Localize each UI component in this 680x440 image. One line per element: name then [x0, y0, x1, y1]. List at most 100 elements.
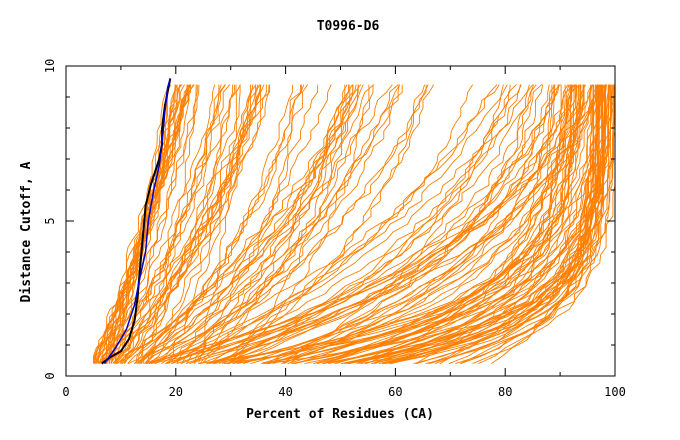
model-curve-59 [145, 84, 400, 364]
model-curve-67 [117, 84, 393, 364]
model-curve-181 [322, 84, 604, 365]
model-curve-183 [491, 84, 596, 364]
x-axis-label: Percent of Residues (CA) [246, 407, 434, 422]
model-curve-83 [199, 84, 359, 364]
highlight-curves [101, 78, 172, 365]
model-curve-16 [105, 84, 182, 364]
model-curve-148 [206, 84, 593, 365]
model-curve-60 [140, 84, 301, 364]
model-curve-174 [434, 84, 603, 365]
y-tick-label-1: 5 [43, 217, 57, 224]
model-curve-19 [108, 84, 188, 364]
x-tick-label-2: 40 [278, 385, 292, 399]
model-curve-104 [233, 84, 593, 365]
y-tick-label-2: 10 [43, 59, 57, 73]
model-curve-79 [127, 84, 498, 365]
model-curve-85 [230, 84, 370, 364]
model-curve-143 [322, 84, 574, 365]
model-curve-95 [213, 84, 559, 365]
model-curve-64 [114, 84, 270, 364]
model-curve-44 [115, 84, 267, 364]
model-curve-182 [348, 84, 603, 365]
model-curve-62 [198, 84, 241, 364]
model-curve-145 [294, 84, 572, 365]
model-curve-50 [121, 84, 362, 364]
model-curve-47 [201, 84, 349, 364]
model-curve-42 [138, 84, 237, 364]
y-axis-label: Distance Cutoff, A [19, 161, 34, 302]
model-curve-121 [293, 84, 562, 365]
model-curve-126 [224, 84, 577, 365]
model-curve-9 [96, 84, 181, 364]
model-curve-69 [227, 84, 357, 364]
model-curve-135 [260, 84, 573, 365]
x-tick-label-1: 20 [169, 385, 183, 399]
model-curve-43 [120, 84, 194, 364]
model-curve-112 [228, 84, 511, 364]
model-curve-87 [154, 84, 403, 364]
model-curve-38 [101, 84, 216, 364]
model-curve-107 [209, 84, 544, 365]
model-curve-91 [221, 84, 569, 365]
model-curve-71 [150, 84, 354, 365]
model-curve-81 [170, 84, 427, 365]
model-curve-54 [194, 84, 351, 364]
model-curve-10 [94, 84, 170, 364]
model-curve-32 [135, 84, 235, 364]
model-curve-152 [358, 84, 581, 365]
model-curve-180 [478, 84, 610, 365]
model-curve-23 [103, 84, 198, 364]
model-curve-133 [265, 84, 570, 365]
model-curve-171 [455, 84, 606, 365]
model-curve-131 [313, 84, 582, 365]
x-tick-label-0: 0 [62, 385, 69, 399]
model-curve-177 [343, 84, 599, 365]
model-curve-89 [211, 84, 581, 365]
model-curve-80 [208, 84, 435, 364]
model-curve-65 [127, 84, 332, 364]
model-curve-74 [155, 84, 508, 365]
model-curve-113 [189, 84, 530, 365]
model-curve-11 [102, 84, 192, 364]
model-curve-41 [114, 84, 262, 364]
model-curve-111 [206, 84, 561, 365]
model-curves [93, 84, 616, 365]
model-curve-20 [94, 84, 180, 364]
model-curve-84 [168, 84, 399, 364]
model-curve-99 [148, 84, 537, 365]
model-curve-31 [124, 84, 261, 364]
model-curve-22 [112, 84, 226, 364]
highlight-curve-1 [103, 78, 172, 365]
axis-ticks: 0 20 40 60 80 100 0 5 10 [43, 59, 626, 399]
model-curve-147 [371, 84, 576, 365]
model-curve-150 [291, 84, 610, 365]
model-curve-179 [472, 84, 611, 365]
chart-title: T0996-D6 [317, 19, 380, 34]
model-curve-66 [146, 84, 309, 364]
x-tick-label-5: 100 [604, 385, 626, 399]
x-tick-label-4: 80 [498, 385, 512, 399]
model-curve-175 [384, 84, 610, 365]
model-curve-73 [181, 84, 374, 364]
model-curve-98 [268, 84, 543, 365]
model-curve-110 [250, 84, 570, 365]
model-curve-158 [360, 84, 595, 365]
model-curve-103 [165, 84, 517, 365]
model-curve-86 [145, 84, 429, 365]
model-curve-72 [172, 84, 474, 365]
model-curve-55 [167, 84, 251, 364]
model-curve-151 [381, 84, 581, 365]
model-curve-45 [104, 84, 200, 364]
x-tick-label-3: 60 [388, 385, 402, 399]
model-curve-35 [134, 84, 254, 364]
model-curve-70 [136, 84, 346, 364]
model-curve-75 [161, 84, 521, 364]
model-curve-76 [180, 84, 500, 365]
model-curve-52 [115, 84, 353, 364]
y-tick-label-0: 0 [43, 372, 57, 379]
model-curve-51 [123, 84, 241, 364]
model-curve-153 [226, 84, 556, 365]
model-curve-105 [166, 84, 555, 365]
model-curve-33 [139, 84, 197, 364]
